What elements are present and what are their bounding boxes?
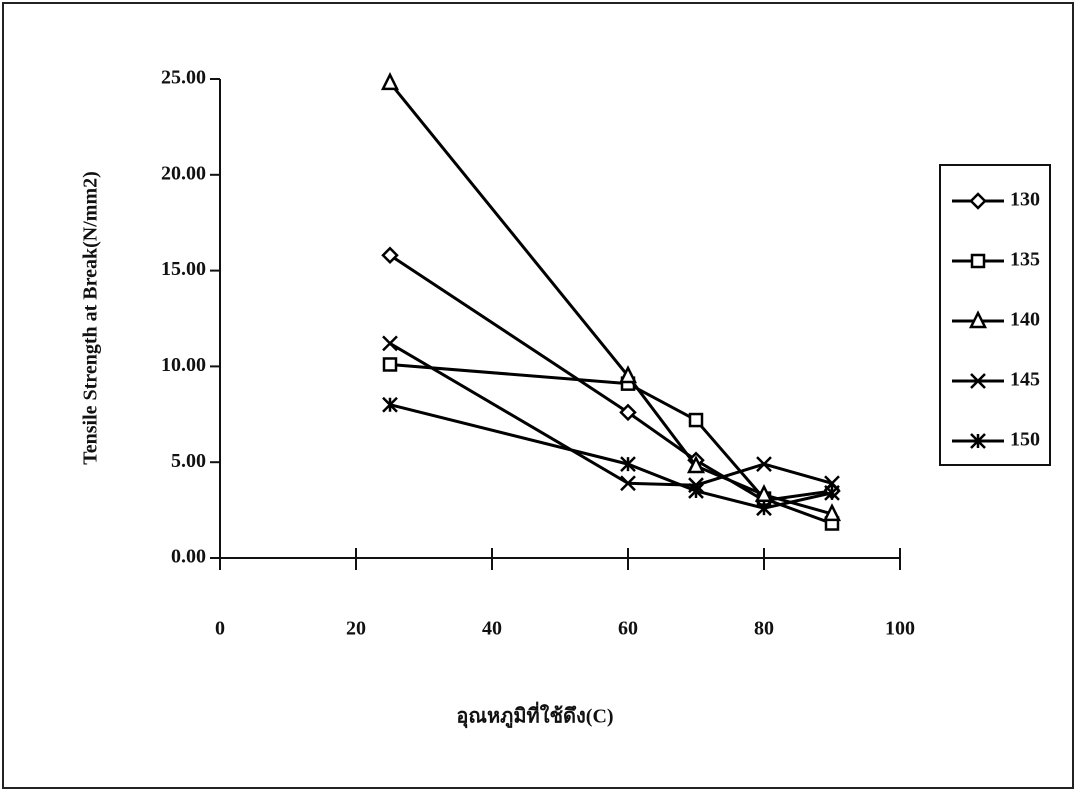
marker xyxy=(618,365,638,384)
marker xyxy=(756,456,772,472)
legend-label: 140 xyxy=(1010,309,1040,331)
legend-label: 135 xyxy=(1010,249,1040,271)
marker xyxy=(824,484,840,501)
marker xyxy=(620,456,636,472)
marker xyxy=(382,335,398,352)
marker xyxy=(688,483,704,499)
y-tick-label: 5.00 xyxy=(171,450,206,472)
marker xyxy=(620,475,636,492)
legend-box xyxy=(939,164,1051,466)
marker xyxy=(970,253,986,269)
marker xyxy=(969,192,987,210)
marker xyxy=(382,396,398,413)
y-tick-label: 0.00 xyxy=(171,546,206,568)
x-tick-label: 100 xyxy=(885,618,915,640)
marker xyxy=(619,403,637,422)
marker xyxy=(688,412,704,428)
marker xyxy=(968,310,988,329)
y-axis-label: Tensile Strength at Break(N/mm2) xyxy=(80,171,102,465)
y-tick-label: 25.00 xyxy=(161,67,206,89)
marker xyxy=(381,246,399,265)
marker xyxy=(686,455,706,474)
y-tick-label: 10.00 xyxy=(161,354,206,376)
legend-label: 150 xyxy=(1010,429,1040,451)
marker xyxy=(756,500,772,517)
x-tick-label: 60 xyxy=(618,618,638,640)
y-tick-label: 15.00 xyxy=(161,258,206,280)
legend-label: 145 xyxy=(1010,369,1040,391)
marker xyxy=(970,373,986,389)
legend-label: 130 xyxy=(1010,189,1040,211)
y-tick-label: 20.00 xyxy=(161,162,206,184)
marker xyxy=(754,483,774,503)
marker xyxy=(970,433,986,449)
x-tick-label: 40 xyxy=(482,618,502,640)
marker xyxy=(822,503,842,522)
x-tick-label: 20 xyxy=(346,618,366,640)
x-axis-label: อุณหภูมิที่ใช้ดึง(C) xyxy=(456,701,613,730)
x-tick-label: 0 xyxy=(215,618,225,640)
x-tick-label: 80 xyxy=(754,618,774,640)
marker xyxy=(380,72,400,91)
marker xyxy=(382,357,398,372)
